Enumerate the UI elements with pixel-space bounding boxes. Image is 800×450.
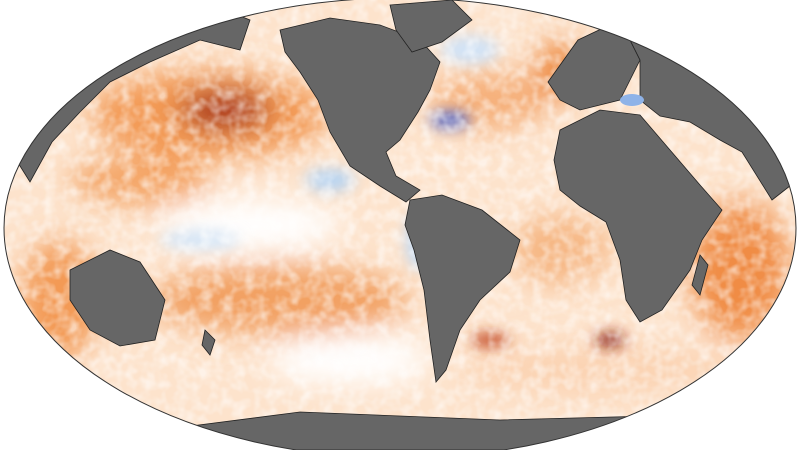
africa (553, 109, 723, 323)
globe-outline (3, 0, 797, 450)
south-america (404, 194, 521, 383)
antarctica (4, 411, 796, 450)
europe (547, 19, 641, 111)
australia (69, 249, 166, 347)
madagascar (691, 254, 709, 296)
greenland (389, 0, 473, 53)
new-zealand (201, 329, 216, 356)
black-sea (620, 94, 644, 106)
